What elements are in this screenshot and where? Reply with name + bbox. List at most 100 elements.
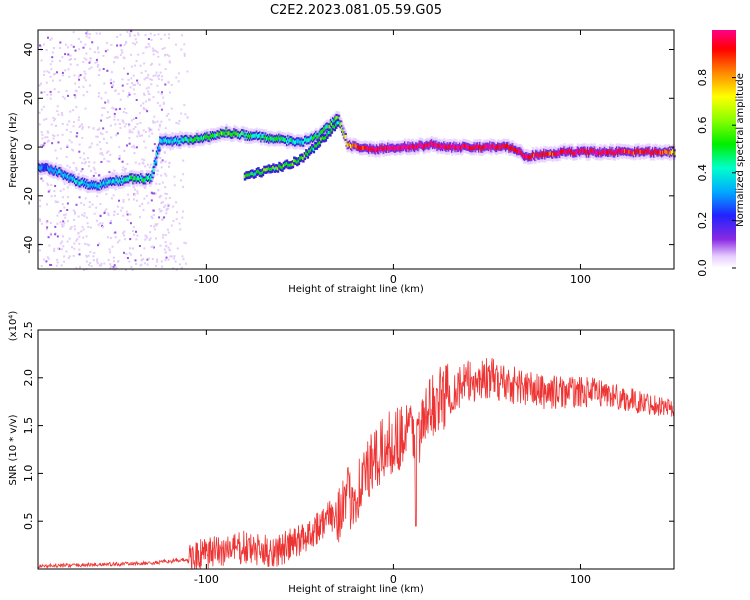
noise-speck: [90, 142, 93, 145]
branch-core: [288, 163, 292, 167]
noise-speck: [177, 80, 180, 83]
noise-speck: [175, 122, 178, 124]
noise-speck: [87, 244, 90, 247]
noise-speck: [90, 66, 93, 69]
noise-speck: [43, 142, 46, 145]
noise-speck: [83, 158, 86, 161]
noise-speck: [167, 231, 170, 234]
noise-speck: [168, 60, 171, 63]
noise-speck: [46, 93, 49, 96]
noise-speck: [113, 264, 116, 267]
noise-speck: [158, 196, 161, 199]
noise-speck: [113, 112, 116, 115]
noise-speck: [56, 201, 59, 203]
noise-speck: [65, 155, 68, 158]
branch-core: [306, 153, 310, 157]
noise-speck: [68, 255, 71, 258]
noise-speck: [150, 245, 153, 248]
noise-speck: [110, 197, 113, 200]
noise-speck: [132, 230, 134, 232]
noise-speck: [46, 226, 49, 229]
noise-speck: [45, 81, 48, 84]
noise-speck: [108, 248, 111, 251]
branch-core: [270, 167, 274, 171]
noise-speck: [83, 215, 86, 217]
noise-speck: [168, 118, 171, 121]
noise-speck: [167, 258, 170, 261]
noise-speck: [40, 82, 42, 85]
noise-speck: [38, 218, 41, 221]
branch-core: [248, 173, 251, 177]
noise-speck: [85, 35, 88, 38]
noise-speck: [161, 236, 164, 239]
noise-speck: [62, 220, 65, 223]
noise-speck: [144, 234, 147, 237]
noise-speck: [84, 72, 87, 75]
noise-speck: [152, 209, 155, 212]
noise-speck: [130, 65, 133, 68]
noise-speck: [179, 228, 182, 231]
noise-speck: [181, 255, 184, 258]
noise-speck: [170, 224, 173, 227]
noise-speck: [159, 156, 162, 159]
noise-speck: [97, 223, 100, 226]
noise-speck: [55, 264, 58, 267]
noise-speck: [136, 190, 139, 193]
noise-speck: [41, 137, 44, 140]
noise-speck: [182, 173, 185, 176]
noise-speck: [74, 82, 77, 85]
noise-speck: [53, 47, 55, 49]
noise-speck: [135, 99, 138, 101]
noise-speck: [107, 259, 110, 261]
noise-speck: [162, 96, 165, 99]
noise-speck: [160, 120, 163, 123]
noise-speck: [50, 37, 53, 40]
noise-speck: [50, 93, 52, 96]
noise-speck: [120, 209, 123, 212]
noise-speck: [109, 124, 112, 127]
noise-speck: [139, 64, 142, 67]
noise-speck: [130, 253, 133, 256]
noise-speck: [88, 146, 91, 149]
branch-core: [329, 131, 332, 135]
noise-speck: [164, 68, 167, 71]
branch-core: [296, 160, 299, 164]
noise-speck: [145, 108, 148, 111]
noise-speck: [64, 43, 67, 46]
noise-speck: [113, 115, 116, 118]
noise-speck: [96, 260, 99, 263]
noise-speck: [84, 160, 87, 163]
noise-speck: [56, 222, 59, 225]
branch-core: [258, 171, 262, 175]
branch-core: [330, 128, 334, 132]
noise-speck: [72, 149, 75, 152]
noise-speck: [85, 235, 88, 238]
noise-speck: [92, 127, 95, 130]
noise-speck: [175, 76, 178, 79]
noise-speck: [89, 250, 92, 253]
noise-speck: [94, 61, 97, 64]
branch-core: [332, 125, 335, 128]
noise-speck: [64, 213, 67, 216]
noise-speck: [148, 135, 151, 138]
noise-speck: [111, 245, 114, 248]
noise-speck: [145, 194, 148, 197]
x-tick-label: 100: [570, 273, 591, 286]
noise-speck: [105, 193, 108, 196]
noise-speck: [147, 38, 150, 40]
noise-speck: [117, 205, 119, 208]
noise-speck: [101, 153, 104, 156]
branch-core: [276, 167, 280, 171]
noise-speck: [81, 126, 84, 129]
noise-speck: [114, 231, 117, 234]
noise-speck: [144, 146, 147, 149]
noise-speck: [132, 88, 135, 91]
noise-speck: [176, 211, 178, 214]
branch-core: [291, 162, 295, 166]
noise-speck: [177, 72, 180, 75]
branch-core: [312, 147, 316, 151]
noise-speck: [87, 226, 90, 228]
noise-speck: [153, 225, 156, 228]
noise-speck: [52, 134, 54, 137]
noise-speck: [165, 212, 168, 215]
